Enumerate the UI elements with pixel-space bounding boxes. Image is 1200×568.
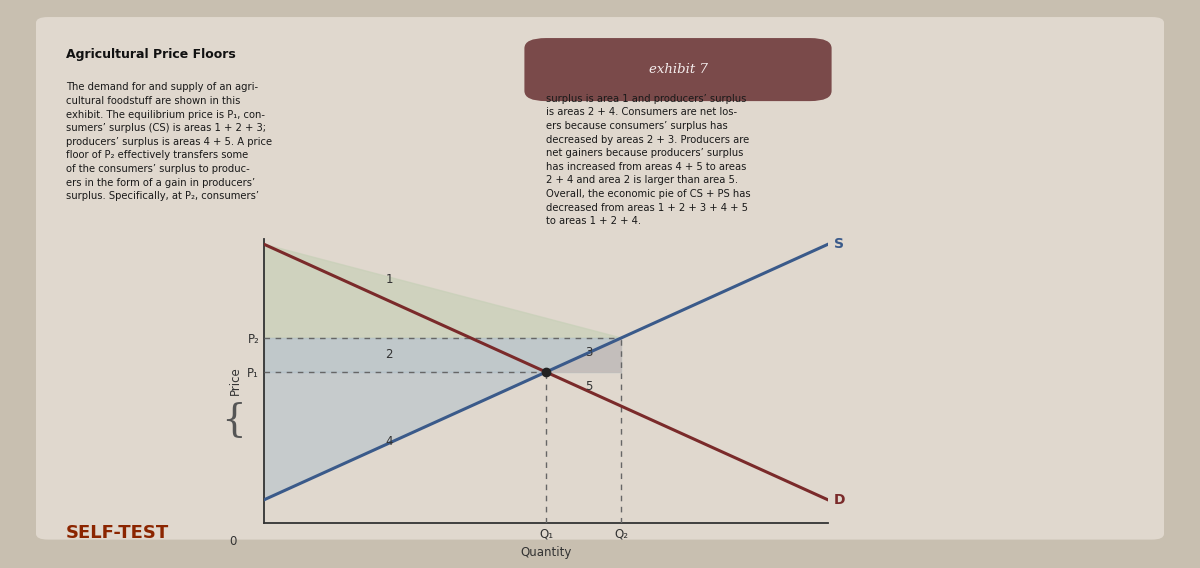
Text: 2: 2 xyxy=(385,349,392,361)
X-axis label: Quantity: Quantity xyxy=(521,546,571,559)
FancyBboxPatch shape xyxy=(524,38,832,101)
Text: D: D xyxy=(834,493,845,507)
Text: 4: 4 xyxy=(385,435,392,448)
FancyBboxPatch shape xyxy=(36,17,1164,540)
Text: SELF-TEST: SELF-TEST xyxy=(66,524,169,542)
Polygon shape xyxy=(264,244,622,338)
Text: exhibit 7: exhibit 7 xyxy=(648,63,708,76)
Text: Agricultural Price Floors: Agricultural Price Floors xyxy=(66,48,235,61)
Text: 0: 0 xyxy=(229,534,236,548)
Polygon shape xyxy=(546,338,622,372)
Polygon shape xyxy=(546,338,622,372)
Polygon shape xyxy=(264,338,622,500)
Text: 3: 3 xyxy=(586,346,593,358)
Polygon shape xyxy=(264,338,622,372)
Text: {: { xyxy=(222,402,246,439)
Text: 5: 5 xyxy=(586,380,593,392)
Text: The demand for and supply of an agri-
cultural foodstuff are shown in this
exhib: The demand for and supply of an agri- cu… xyxy=(66,82,272,201)
Text: surplus is area 1 and producers’ surplus
is areas 2 + 4. Consumers are net los-
: surplus is area 1 and producers’ surplus… xyxy=(546,94,751,226)
Y-axis label: Price: Price xyxy=(229,366,241,395)
Text: S: S xyxy=(834,237,844,251)
Text: 1: 1 xyxy=(385,273,392,286)
